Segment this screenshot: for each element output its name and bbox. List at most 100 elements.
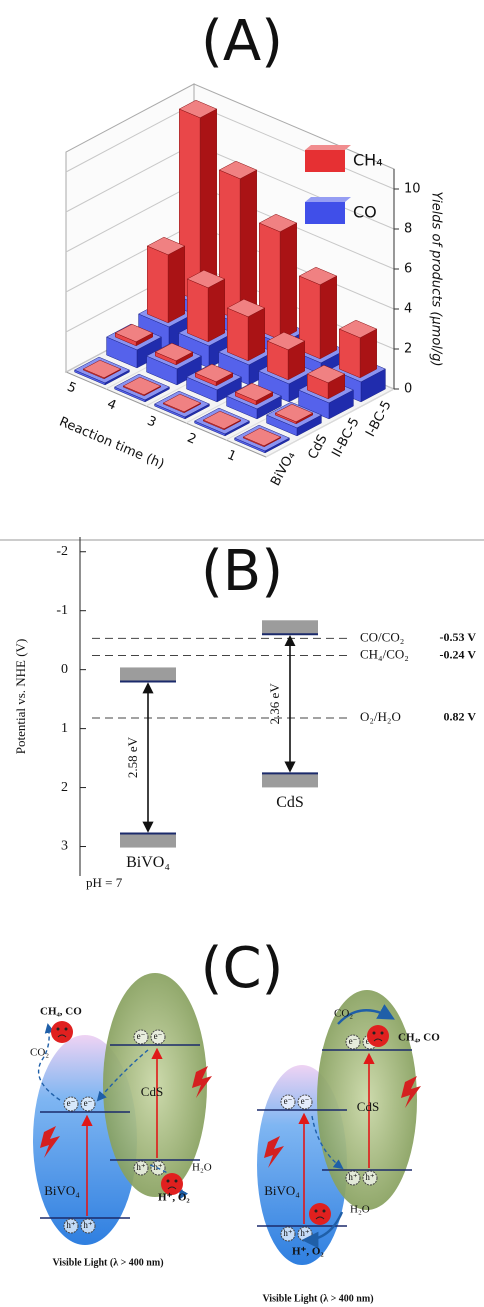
light-label: Visible Light (λ > 400 nm) xyxy=(262,1293,373,1304)
bar xyxy=(114,323,154,347)
bar xyxy=(146,236,186,324)
z-tick-label: 4 xyxy=(404,302,412,317)
floor-line xyxy=(265,388,395,458)
product: CH₄, CO xyxy=(398,1032,440,1044)
carrier xyxy=(280,1094,296,1110)
gap-label: 2.36 eV xyxy=(267,683,282,725)
bar-face xyxy=(178,99,218,119)
carrier-label: h⁺ xyxy=(283,1228,293,1238)
legend-swatch xyxy=(305,145,351,150)
carrier xyxy=(80,1218,96,1234)
bar-face xyxy=(122,376,162,396)
bar-face xyxy=(146,236,186,256)
bar-face xyxy=(194,363,234,383)
y-tick-label: -2 xyxy=(56,544,68,559)
transfer-arrow xyxy=(96,1049,149,1102)
legend-swatch xyxy=(305,150,345,172)
panel-title: (A) xyxy=(201,9,283,74)
bar-face xyxy=(114,323,154,343)
legend-label: CO xyxy=(353,203,377,222)
cb-box xyxy=(120,667,176,682)
panel-title: (B) xyxy=(201,539,283,604)
bar-face xyxy=(147,245,169,324)
panel-title: (C) xyxy=(201,936,284,1001)
carrier-label: h⁺ xyxy=(365,1172,375,1182)
bar-face xyxy=(274,403,314,423)
icon-body xyxy=(367,1025,389,1047)
light-bolt xyxy=(40,1126,60,1158)
bar-face xyxy=(154,342,194,362)
product: H⁺, O₂ xyxy=(292,1246,324,1258)
carrier xyxy=(297,1094,313,1110)
transfer-arrow xyxy=(311,1115,344,1170)
cds-particle xyxy=(317,990,417,1210)
reactant: CO₂ xyxy=(30,1047,49,1059)
icon-body xyxy=(309,1203,331,1225)
x-tick-label: 1 xyxy=(225,448,238,465)
bar-face xyxy=(242,427,282,447)
carrier-label: e⁻ xyxy=(284,1096,293,1106)
bar-face xyxy=(226,298,266,318)
bar xyxy=(162,393,202,414)
carrier xyxy=(133,1160,149,1176)
icon-eye xyxy=(174,1179,178,1183)
semiconductor-name: BiVO₄ xyxy=(44,1183,80,1198)
bar-face xyxy=(202,410,242,430)
bar xyxy=(226,298,266,362)
y-tick-label: -1 xyxy=(56,603,68,618)
icon-mouth xyxy=(315,1216,325,1220)
bar-face xyxy=(207,278,225,343)
carrier xyxy=(63,1218,79,1234)
vb-box xyxy=(120,833,176,848)
icon-eye xyxy=(372,1031,376,1035)
icon-eye xyxy=(380,1031,384,1035)
cds-particle xyxy=(103,973,207,1197)
y-tick-label: 1 xyxy=(61,721,68,736)
depth-tick-label: I-BC-5 xyxy=(363,398,394,439)
carrier-label: e⁻ xyxy=(301,1096,310,1106)
catalyst-icon xyxy=(309,1203,331,1225)
depth-tick-label: BiVO₄ xyxy=(268,449,298,488)
bar-face xyxy=(167,245,185,324)
bar-face xyxy=(298,266,338,286)
bar xyxy=(122,376,162,397)
bar-face xyxy=(186,269,226,289)
bar-face xyxy=(279,222,297,341)
bar-face xyxy=(187,278,209,343)
redox-value: -0.53 V xyxy=(440,630,477,644)
light-bolt xyxy=(192,1066,212,1098)
bar xyxy=(178,99,218,303)
carrier xyxy=(150,1029,166,1045)
carrier xyxy=(63,1096,79,1112)
bar-face xyxy=(227,307,249,362)
bar xyxy=(338,319,378,379)
bar xyxy=(82,359,122,380)
product: CH₄, CO xyxy=(40,1006,82,1018)
carrier-label: e⁻ xyxy=(154,1031,163,1041)
carrier-label: h⁺ xyxy=(83,1220,93,1230)
bar xyxy=(242,427,282,448)
bar-face xyxy=(266,331,306,351)
carrier xyxy=(345,1034,361,1050)
gap-label: 2.58 eV xyxy=(125,736,140,778)
depth-tick-label: II-BC-5 xyxy=(329,415,362,460)
reactant: H₂O xyxy=(350,1204,370,1216)
reaction-arrow xyxy=(301,1211,344,1249)
z-tick-label: 0 xyxy=(404,382,412,397)
carrier-label: h⁺ xyxy=(348,1172,358,1182)
icon-eye xyxy=(64,1027,68,1031)
bar-face xyxy=(258,213,298,233)
carrier-label: h⁺ xyxy=(136,1162,146,1172)
bar xyxy=(186,269,226,343)
y-tick-label: 3 xyxy=(61,839,68,854)
icon-mouth xyxy=(57,1034,67,1038)
icon-mouth xyxy=(167,1186,177,1190)
carrier-label: e⁻ xyxy=(137,1031,146,1041)
z-axis-label: Yields of products (μmol/g) xyxy=(429,191,444,366)
reactant: H₂O xyxy=(192,1162,212,1174)
semiconductor-name: CdS xyxy=(276,794,304,811)
semiconductor-name: CdS xyxy=(357,1099,379,1114)
vb-box xyxy=(262,773,318,788)
bar xyxy=(154,342,194,366)
